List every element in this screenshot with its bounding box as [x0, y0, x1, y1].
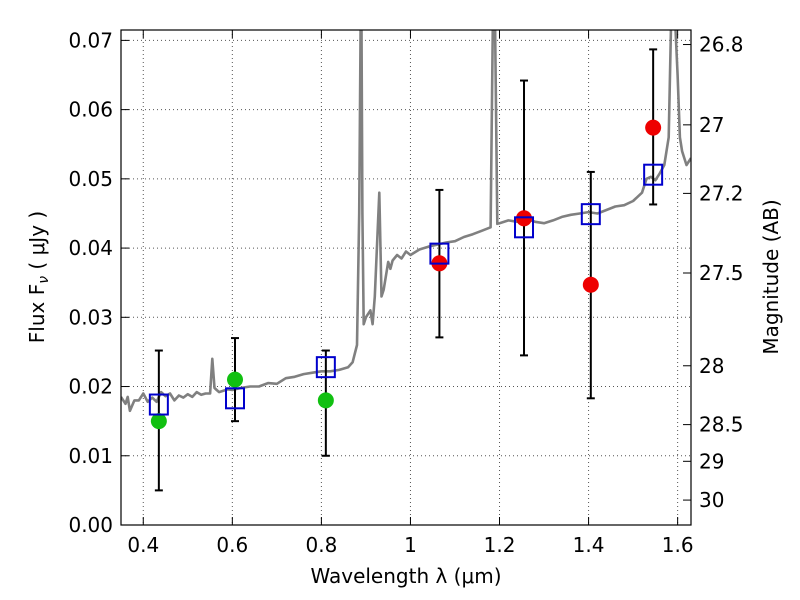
y-tick-label: 0.00	[68, 513, 113, 537]
data-point-blue-square	[225, 387, 245, 410]
y-tick-label: 0.07	[68, 28, 113, 52]
data-point-blue-square	[148, 393, 169, 416]
data-point-green	[150, 413, 167, 430]
x-tick-label: 0.4	[127, 533, 159, 557]
x-tick-label: 1.4	[573, 533, 605, 557]
x-tick-label: 0.6	[216, 533, 248, 557]
data-point-blue-square	[429, 242, 450, 265]
mag-tick-label: 28.5	[699, 413, 744, 437]
model-spectrum-line	[121, 30, 691, 413]
x-tick-label: 1.2	[484, 533, 516, 557]
plot-area	[121, 30, 691, 492]
y-axis-title-main: Flux F	[25, 284, 49, 343]
data-point-blue-square	[643, 163, 664, 186]
data-point-red	[645, 119, 662, 136]
plot-frame	[120, 29, 692, 526]
mag-tick-label: 30	[699, 488, 724, 512]
x-tick-label: 0.8	[305, 533, 337, 557]
mag-tick-label: 26.8	[699, 33, 744, 57]
y-axis-title: Flux Fν ( μJy )	[25, 211, 52, 343]
y-tick-label: 0.06	[68, 98, 113, 122]
data-point-red	[582, 276, 599, 293]
y-tick-label: 0.02	[68, 375, 113, 399]
y-tick-label: 0.01	[68, 444, 113, 468]
ticks: 0.4 0.6 0.8 1 1.2 1.4 1.6 0.00 0.01 0.02 0.03 0.04 0…	[68, 28, 743, 557]
mag-tick-label: 27.2	[699, 181, 744, 205]
mag-tick-label: 29	[699, 449, 724, 473]
data-point-blue-square	[514, 216, 535, 239]
data-markers	[148, 119, 664, 430]
y-tick-label: 0.04	[68, 236, 113, 260]
y-axis-title-sub: ν	[36, 276, 52, 284]
mag-tick-label: 27	[699, 113, 724, 137]
x-tick-label: 1.6	[662, 533, 694, 557]
mag-tick-label: 27.5	[699, 261, 744, 285]
data-point-blue-square	[580, 203, 601, 226]
plot-background	[121, 30, 691, 525]
data-point-green	[317, 392, 334, 409]
data-point-blue-square	[315, 356, 336, 379]
right-axis-title: Magnitude (AB)	[759, 199, 783, 354]
y-axis-title-unit: ( μJy )	[25, 211, 49, 276]
data-point-green	[227, 371, 243, 388]
x-axis-title: Wavelength λ (μm)	[310, 564, 501, 588]
mag-tick-label: 28	[699, 354, 724, 378]
y-tick-label: 0.05	[68, 167, 113, 191]
y-tick-label: 0.03	[68, 305, 113, 329]
x-tick-label: 1	[404, 533, 417, 557]
